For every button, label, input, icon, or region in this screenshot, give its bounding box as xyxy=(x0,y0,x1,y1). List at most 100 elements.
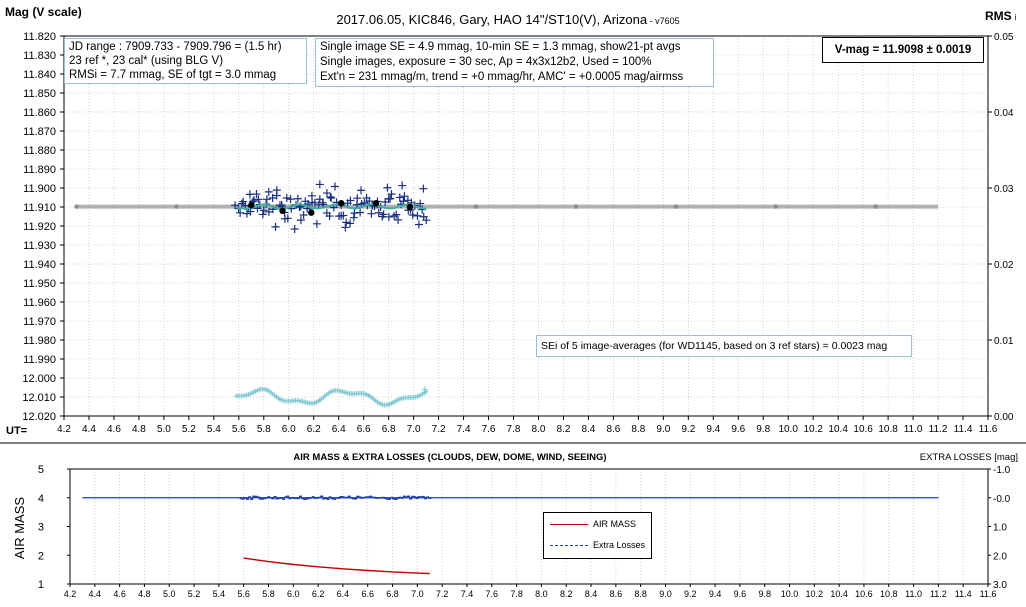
bottom-x-tick-label: 9.4 xyxy=(709,589,722,599)
top-x-tick-label: 10.8 xyxy=(878,424,898,435)
top-x-tick-label: 6.2 xyxy=(307,424,321,435)
top-x-tick-label: 11.4 xyxy=(954,424,973,435)
single-image-point xyxy=(268,194,277,203)
bottom-x-tick-label: 7.8 xyxy=(510,589,523,599)
single-image-point xyxy=(400,192,409,201)
single-image-point xyxy=(350,209,359,218)
top-y-tick-label: 11.940 xyxy=(23,259,56,271)
top-y-tick-label: 11.880 xyxy=(23,145,56,157)
bottom-x-tick-label: 5.4 xyxy=(213,589,226,599)
bottom-x-tick-label: 8.6 xyxy=(610,589,623,599)
top-y-tick-label: 12.010 xyxy=(22,392,56,404)
running-average-line xyxy=(235,203,427,211)
bottom-x-tick-label: 4.2 xyxy=(64,589,77,599)
top-y-tick-label: 11.970 xyxy=(23,316,56,328)
bottom-x-tick-label: 10.0 xyxy=(781,589,799,599)
top-y-tick-label: 11.990 xyxy=(23,354,56,366)
single-image-point xyxy=(250,196,259,205)
ref-stars-line: 23 ref *, 23 cal* (using BLG V) xyxy=(69,55,224,67)
chart-title: 2017.06.05, KIC846, Gary, HAO 14"/ST10(V… xyxy=(336,12,679,27)
single-image-se-line: Single image SE = 4.9 mmag, 10-min SE = … xyxy=(320,41,681,53)
bottom-x-tick-label: 9.8 xyxy=(758,589,771,599)
single-image-point xyxy=(356,208,365,217)
single-image-point xyxy=(416,199,425,208)
legend-item-air-mass: AIR MASS xyxy=(550,519,650,531)
single-image-point xyxy=(327,194,336,203)
single-image-point xyxy=(408,210,417,219)
bottom-x-tick-label: 8.4 xyxy=(585,589,598,599)
top-plot-frame xyxy=(63,35,989,417)
jd-range-box: JD range : 7909.733 - 7909.796 = (1.5 hr… xyxy=(64,38,307,84)
top-x-tick-label: 11.0 xyxy=(904,424,923,435)
top-x-tick-label: 6.6 xyxy=(357,424,371,435)
top-y2-tick-label: 0.04 xyxy=(994,108,1014,119)
top-y-tick-label: 11.840 xyxy=(23,69,56,81)
single-image-point xyxy=(325,212,334,221)
bottom-right-axis-title: EXTRA LOSSES [mag] xyxy=(920,452,1018,463)
sei-note-box: SEi of 5 image-averages (for WD1145, bas… xyxy=(536,335,912,357)
top-x-tick-label: 11.2 xyxy=(929,424,948,435)
bottom-x-tick-label: 5.6 xyxy=(237,589,250,599)
top-x-tick-label: 9.6 xyxy=(731,424,745,435)
legend-label-extra-losses: Extra Losses xyxy=(593,540,646,550)
legend-label-air-mass: AIR MASS xyxy=(593,519,637,529)
single-image-point xyxy=(422,216,431,225)
top-x-tick-label: 5.6 xyxy=(232,424,246,435)
vmag-result-box: V-mag = 11.9098 ± 0.0019 xyxy=(822,37,984,63)
bottom-x-tick-label: 6.4 xyxy=(337,589,350,599)
extinction-line: Ext'n = 231 mmag/m, trend = +0 mmag/hr, … xyxy=(320,71,684,83)
average-point xyxy=(308,209,315,216)
rms-line: RMSi = 7.7 mmag, SE of tgt = 3.0 mmag xyxy=(69,69,277,81)
average-point xyxy=(372,200,380,207)
single-image-point xyxy=(259,206,268,215)
x-axis-label: UT= xyxy=(6,425,27,437)
bottom-y2-tick-label: 3.0 xyxy=(993,580,1007,591)
single-image-point xyxy=(339,211,348,220)
top-y-tick-label: 11.930 xyxy=(23,240,56,252)
single-image-point xyxy=(386,194,395,203)
single-image-point xyxy=(236,208,245,217)
top-y-tick-label: 11.910 xyxy=(23,202,56,214)
top-y-tick-label: 12.020 xyxy=(22,411,56,423)
top-x-tick-label: 6.0 xyxy=(282,424,296,435)
bottom-legend: AIR MASS Extra Losses xyxy=(543,512,652,559)
single-image-point xyxy=(264,187,273,196)
bottom-x-tick-label: 7.4 xyxy=(461,589,474,599)
top-y-tick-label: 11.960 xyxy=(23,297,56,309)
single-image-point xyxy=(242,209,251,218)
bottom-x-tick-label: 10.4 xyxy=(830,589,848,599)
top-x-tick-label: 10.0 xyxy=(778,424,798,435)
bottom-y-tick-label: 5 xyxy=(38,464,44,476)
bottom-x-tick-label: 7.2 xyxy=(436,589,449,599)
exposure-line: Single images, exposure = 30 sec, Ap = 4… xyxy=(320,56,652,68)
single-image-point xyxy=(398,181,407,190)
version-label: - v7605 xyxy=(647,16,680,26)
bottom-y2-tick-label: 2.0 xyxy=(993,551,1007,562)
reference-mag-marker xyxy=(773,204,778,209)
single-image-point xyxy=(286,195,295,204)
top-x-tick-label: 7.4 xyxy=(457,424,471,435)
bottom-x-tick-label: 11.2 xyxy=(930,589,947,599)
single-image-point xyxy=(346,196,355,205)
bottom-y2-tick-label: 1.0 xyxy=(993,523,1007,534)
bottom-y2-tick-label: -1.0 xyxy=(993,465,1011,476)
reference-mag-marker xyxy=(873,204,878,209)
single-image-point xyxy=(272,191,281,200)
bottom-x-tick-label: 7.0 xyxy=(411,589,424,599)
single-image-point xyxy=(414,220,423,229)
right-axis-title: RMS i xyxy=(985,9,1017,23)
bottom-y-tick-label: 2 xyxy=(38,550,44,562)
single-image-point xyxy=(293,194,302,203)
top-x-tick-label: 6.4 xyxy=(332,424,346,435)
single-image-point xyxy=(357,186,366,195)
single-image-point xyxy=(330,182,339,191)
top-x-tick-label: 7.2 xyxy=(432,424,446,435)
single-image-point xyxy=(367,209,376,218)
reference-mag-marker xyxy=(74,204,79,209)
single-image-point xyxy=(239,197,248,206)
left-axis-title: Mag (V scale) xyxy=(5,5,82,19)
single-image-point xyxy=(312,219,321,228)
single-image-point xyxy=(296,216,305,225)
